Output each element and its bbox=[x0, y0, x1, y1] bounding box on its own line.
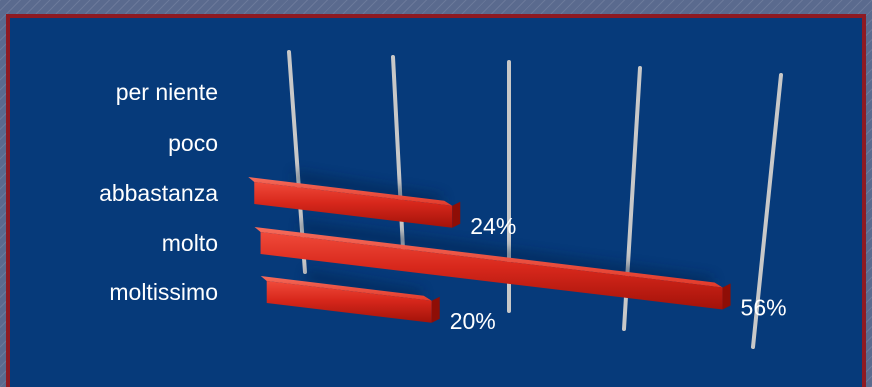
value-label-moltissimo: 20% bbox=[450, 308, 496, 334]
value-label-abbastanza: 24% bbox=[470, 213, 516, 239]
value-label-molto: 56% bbox=[741, 294, 787, 320]
category-label-per-niente: per niente bbox=[116, 79, 218, 105]
bar-abbastanza bbox=[248, 177, 461, 228]
category-label-abbastanza: abbastanza bbox=[99, 180, 218, 206]
bar-top-molto bbox=[254, 227, 723, 288]
category-label-moltissimo: moltissimo bbox=[109, 279, 218, 305]
value-labels: 24% 56% 20% bbox=[450, 213, 787, 334]
bar-end-moltissimo bbox=[431, 296, 440, 323]
bar-end-abbastanza bbox=[452, 201, 461, 228]
gridline-2 bbox=[391, 55, 406, 270]
bars bbox=[248, 177, 731, 323]
category-labels: per niente poco abbastanza molto moltissimo bbox=[99, 79, 218, 305]
category-label-poco: poco bbox=[168, 130, 218, 156]
bar-molto bbox=[254, 227, 731, 310]
bar-front-abbastanza bbox=[254, 182, 453, 228]
bar-moltissimo bbox=[260, 276, 440, 323]
gridline-5 bbox=[751, 73, 783, 349]
bar-top-moltissimo bbox=[260, 276, 432, 301]
bar-top-abbastanza bbox=[248, 177, 453, 206]
bar-front-moltissimo bbox=[266, 281, 432, 323]
bar-end-molto bbox=[722, 283, 731, 310]
bar-front-molto bbox=[260, 232, 723, 310]
category-label-molto: molto bbox=[162, 230, 218, 256]
